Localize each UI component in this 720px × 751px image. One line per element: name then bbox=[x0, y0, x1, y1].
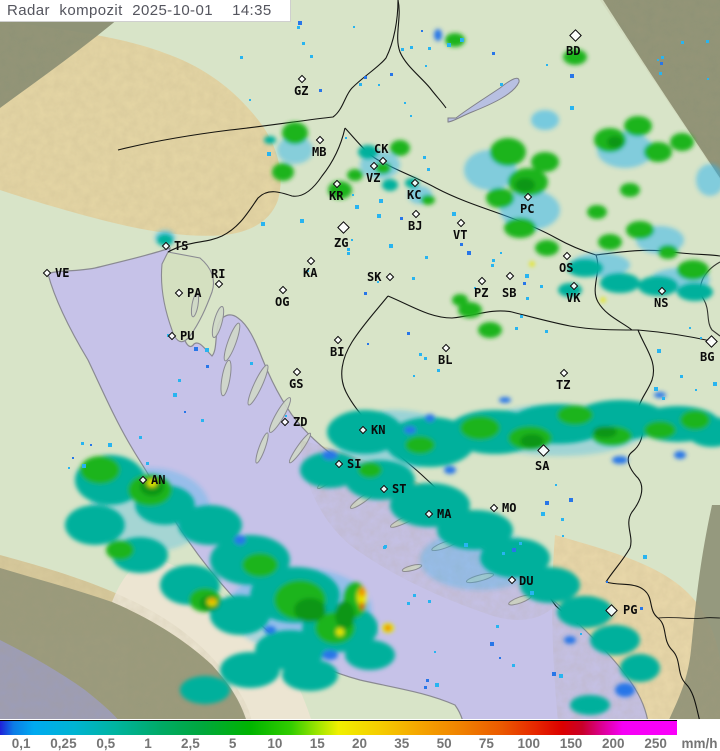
precipitation-speckles bbox=[68, 17, 717, 689]
legend-color-bar bbox=[0, 720, 677, 735]
legend-tick-row: 0,1 0,25 0,5 1 2,5 5 10 15 20 35 50 75 100 150 200 250 bbox=[0, 736, 720, 751]
legend-tick: 35 bbox=[394, 736, 410, 751]
legend-tick: 150 bbox=[559, 736, 583, 751]
legend-tick: 50 bbox=[436, 736, 452, 751]
legend-tick: 20 bbox=[352, 736, 368, 751]
legend-tick: 200 bbox=[602, 736, 625, 751]
map-title: Radar kompozit 2025-10-01 14:35 bbox=[7, 2, 272, 19]
legend: 0,1 0,25 0,5 1 2,5 5 10 15 20 35 50 75 100 150 200 250 … bbox=[0, 719, 720, 751]
legend-tick: 5 bbox=[228, 736, 237, 751]
legend-tick: 0,1 bbox=[11, 736, 31, 751]
legend-tick: 100 bbox=[517, 736, 540, 751]
radar-map bbox=[0, 0, 720, 720]
legend-tick: 0,25 bbox=[50, 736, 77, 751]
legend-tick: 1 bbox=[144, 736, 152, 751]
legend-unit-label: mm/h bbox=[681, 736, 718, 751]
legend-tick: 15 bbox=[309, 736, 325, 751]
legend-tick: 75 bbox=[478, 736, 494, 751]
title-bar: Radar kompozit 2025-10-01 14:35 bbox=[0, 0, 291, 22]
legend-tick: 2,5 bbox=[180, 736, 200, 751]
legend-tick: 10 bbox=[267, 736, 283, 751]
precipitation-layer bbox=[65, 29, 720, 715]
lake-balaton bbox=[447, 77, 520, 123]
legend-tick: 0,5 bbox=[96, 736, 116, 751]
legend-tick: 250 bbox=[644, 736, 667, 751]
istria bbox=[160, 251, 215, 343]
